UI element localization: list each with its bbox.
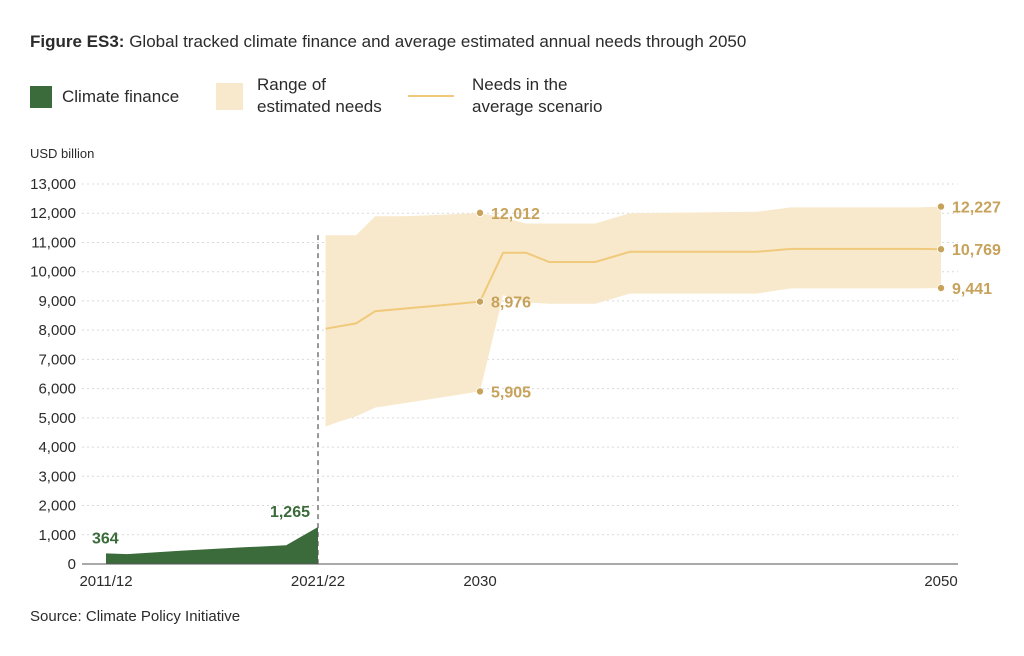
needs-range-band — [325, 206, 942, 427]
legend-range-line1: Range of — [257, 75, 326, 94]
x-tick-label: 2011/12 — [79, 573, 132, 590]
y-tick-label: 0 — [68, 556, 76, 573]
figure-label: Figure ES3: — [30, 32, 125, 51]
legend-needs-line2: average scenario — [472, 97, 603, 116]
climate-finance-data-label: 364 — [92, 530, 119, 547]
y-tick-label: 2,000 — [38, 498, 76, 515]
needs-data-point — [475, 387, 484, 396]
needs-data-point — [937, 245, 946, 254]
climate-finance-data-label: 1,265 — [270, 504, 310, 521]
y-axis-label: USD billion — [30, 146, 95, 161]
legend-finance-label: Climate finance — [62, 87, 180, 106]
x-tick-label: 2021/22 — [291, 573, 345, 590]
y-tick-label: 8,000 — [38, 322, 76, 339]
y-tick-label: 11,000 — [31, 234, 76, 251]
needs-data-point — [475, 297, 484, 306]
y-tick-label: 4,000 — [38, 439, 76, 456]
y-tick-label: 13,000 — [30, 176, 76, 193]
legend-range: Range of estimated needs — [216, 74, 382, 118]
needs-average-line — [325, 247, 942, 330]
legend-range-swatch — [216, 82, 243, 110]
legend-needs-swatch — [408, 95, 454, 97]
legend-needs-line1: Needs in the — [472, 75, 568, 94]
legend-range-line2: estimated needs — [257, 97, 382, 116]
figure-caption: Global tracked climate finance and avera… — [129, 32, 747, 51]
legend-needs: Needs in the average scenario — [408, 74, 602, 118]
y-tick-label: 10,000 — [30, 264, 76, 281]
needs-data-label: 5,905 — [491, 384, 531, 401]
needs-data-point — [937, 202, 946, 211]
needs-data-point — [475, 208, 484, 217]
legend-finance: Climate finance — [30, 86, 179, 108]
y-tick-label: 5,000 — [38, 410, 76, 427]
needs-data-label: 10,769 — [952, 242, 1001, 259]
needs-data-label: 12,012 — [491, 206, 540, 223]
figure-title: Figure ES3: Global tracked climate finan… — [30, 32, 746, 52]
y-tick-label: 9,000 — [38, 293, 76, 310]
legend-finance-swatch — [30, 86, 52, 108]
y-tick-label: 6,000 — [38, 381, 76, 398]
needs-data-point — [937, 284, 946, 293]
needs-data-label: 8,976 — [491, 295, 531, 312]
needs-data-label: 9,441 — [952, 281, 992, 298]
climate-finance-area — [106, 527, 318, 564]
needs-data-label: 12,227 — [952, 200, 1001, 217]
x-tick-label: 2050 — [924, 573, 957, 590]
y-tick-label: 7,000 — [38, 351, 76, 368]
y-tick-label: 3,000 — [38, 468, 76, 485]
source-note: Source: Climate Policy Initiative — [30, 608, 241, 625]
y-tick-label: 1,000 — [38, 527, 76, 544]
x-tick-label: 2030 — [463, 573, 496, 590]
y-tick-label: 12,000 — [30, 205, 76, 222]
